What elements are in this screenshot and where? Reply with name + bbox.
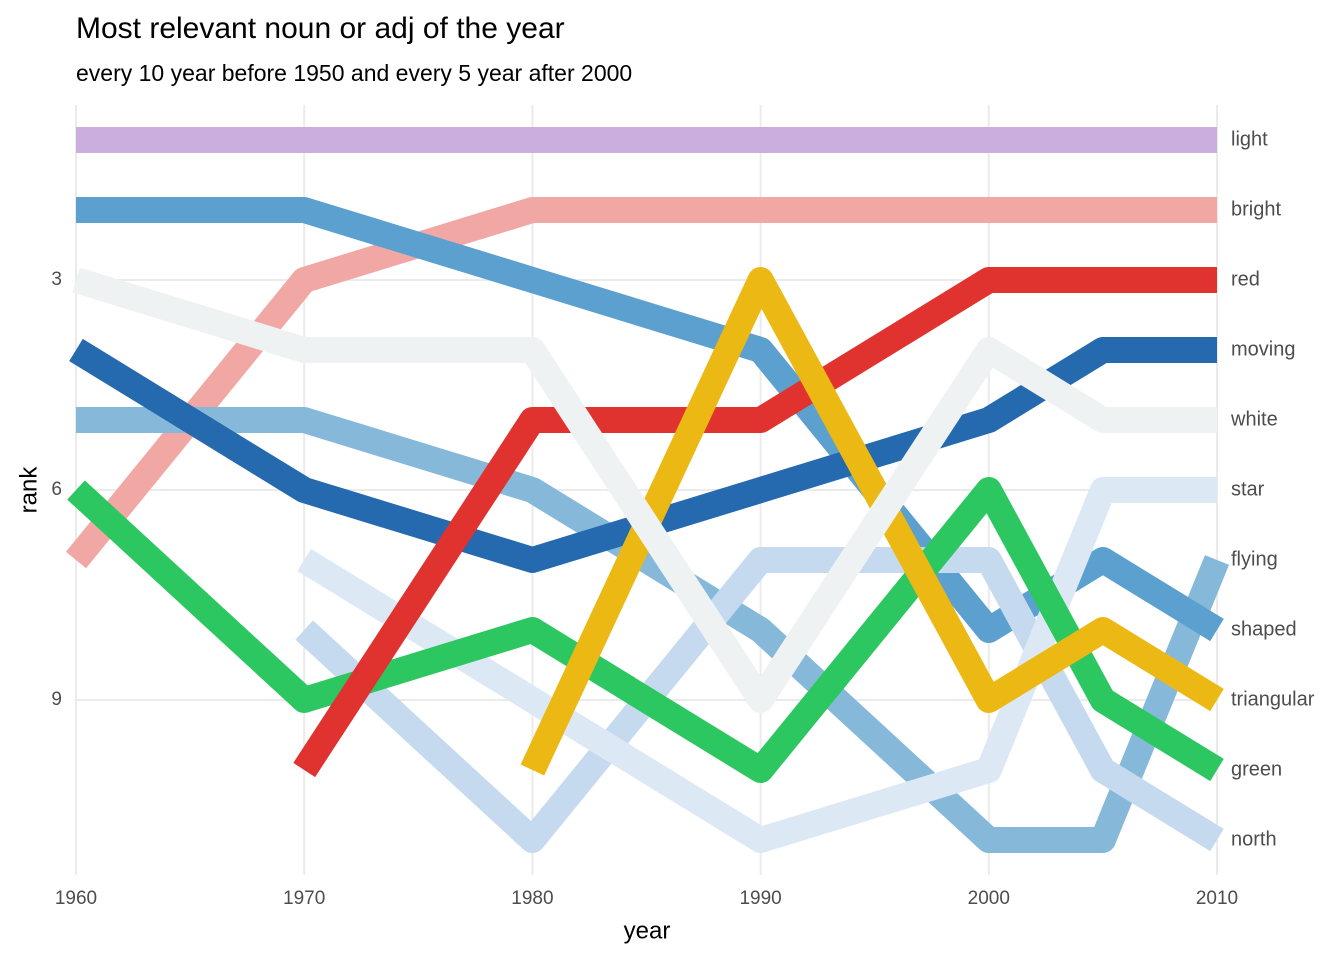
series-line xyxy=(297,477,1217,853)
chart-title: Most relevant noun or adj of the year xyxy=(76,12,565,45)
series-label: light xyxy=(1231,128,1268,150)
series-line xyxy=(76,197,1224,643)
series-label: shaped xyxy=(1231,618,1297,640)
series-label: triangular xyxy=(1231,688,1315,710)
series-line xyxy=(67,477,1224,783)
series-line xyxy=(65,197,1217,569)
series-line xyxy=(76,407,1230,853)
series-line xyxy=(72,267,1217,713)
series-line xyxy=(520,267,1224,776)
y-tick-label: 6 xyxy=(51,479,62,500)
x-tick-label: 2000 xyxy=(968,888,1010,909)
y-tick-label: 9 xyxy=(51,689,62,710)
series-line xyxy=(293,267,1217,778)
series-label: moving xyxy=(1231,338,1295,360)
x-tick-label: 1960 xyxy=(55,888,97,909)
series-label: star xyxy=(1231,478,1265,500)
series-label: green xyxy=(1231,758,1282,780)
x-tick-label: 2010 xyxy=(1196,888,1238,909)
x-tick-label: 1990 xyxy=(739,888,781,909)
series-label: bright xyxy=(1231,198,1281,220)
y-tick-label: 3 xyxy=(51,269,62,290)
x-tick-label: 1980 xyxy=(511,888,553,909)
x-axis-label: year xyxy=(624,917,671,944)
series-label: flying xyxy=(1231,548,1278,570)
y-axis-label: rank xyxy=(15,466,42,514)
series-line xyxy=(295,547,1224,853)
chart-subtitle: every 10 year before 1950 and every 5 ye… xyxy=(76,60,632,86)
series-label: red xyxy=(1231,268,1260,290)
x-tick-label: 1970 xyxy=(283,888,325,909)
series-label: white xyxy=(1230,408,1278,430)
series-label: north xyxy=(1231,828,1277,850)
series-line xyxy=(69,337,1217,573)
